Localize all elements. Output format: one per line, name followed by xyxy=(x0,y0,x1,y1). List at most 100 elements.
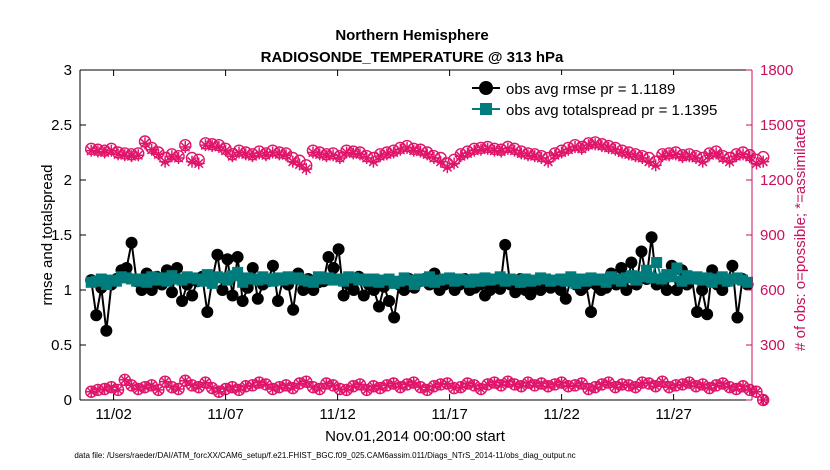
legend-rmse-label: obs avg rmse pr = 1.1189 xyxy=(506,81,675,98)
rmse-point xyxy=(100,324,113,337)
rmse-point xyxy=(251,292,264,305)
assimilated-obs-low-point xyxy=(555,376,568,389)
y-axis-label-right: # of obs: o=possible; *=assimilated xyxy=(792,119,809,351)
assimilated-obs-point xyxy=(199,139,212,152)
rmse-point xyxy=(645,231,658,244)
assimilated-obs-point xyxy=(233,146,246,159)
assimilated-obs-low-point xyxy=(293,377,306,390)
assimilated-obs-low-point xyxy=(663,381,676,394)
rmse-point xyxy=(534,284,547,296)
rmse-point xyxy=(372,300,385,313)
rmse-point xyxy=(271,295,284,307)
assimilated-obs-point xyxy=(757,155,770,168)
assimilated-obs-low-point xyxy=(253,376,266,389)
assimilated-obs-point xyxy=(380,148,393,161)
assimilated-obs-low-point xyxy=(575,377,588,390)
rmse-point xyxy=(287,303,300,316)
spread-point xyxy=(671,262,683,274)
rmse-point xyxy=(388,311,401,324)
assimilated-obs-point xyxy=(253,147,266,160)
spread-point xyxy=(651,257,663,268)
assimilated-obs-point xyxy=(293,158,306,171)
assimilated-obs-low-point xyxy=(649,380,662,393)
y-tick-label-left: 3 xyxy=(64,62,72,79)
rmse-point xyxy=(357,289,370,302)
rmse-point xyxy=(696,284,709,296)
y-tick-label-right: 1200 xyxy=(760,172,793,189)
rmse-point xyxy=(701,308,714,321)
footnote: data file: /Users/raeder/DAI/ATM_forcXX/… xyxy=(74,451,575,460)
rmse-point xyxy=(231,251,244,263)
assimilated-obs-point xyxy=(192,157,205,170)
rmse-point xyxy=(297,284,310,296)
spread-point xyxy=(196,275,208,287)
assimilated-obs-point xyxy=(306,146,319,159)
rmse-point xyxy=(383,295,396,307)
rmse-point xyxy=(398,284,411,296)
rmse-point xyxy=(337,289,350,302)
y-tick-label-right: 900 xyxy=(760,227,785,244)
assimilated-obs-low-point xyxy=(542,380,555,393)
assimilated-obs-low-point xyxy=(125,379,138,392)
y-tick-label-right: 0 xyxy=(760,392,768,409)
series-layer xyxy=(84,135,770,407)
assimilated-obs-low-point xyxy=(179,374,192,387)
rmse-point xyxy=(499,238,512,251)
assimilated-obs-point xyxy=(132,149,145,162)
x-tick-label: 11/27 xyxy=(655,406,691,423)
y-tick-label-left: 0 xyxy=(64,392,72,409)
assimilated-obs-low-point xyxy=(582,383,595,395)
assimilated-obs-low-point xyxy=(118,373,131,386)
spread-point xyxy=(742,276,754,288)
rmse-point xyxy=(691,306,704,318)
rmse-point xyxy=(246,262,259,274)
rmse-point xyxy=(670,284,683,296)
rmse-point xyxy=(625,256,638,269)
assimilated-obs-point xyxy=(495,145,508,158)
assimilated-obs-low-point xyxy=(508,378,521,391)
spread-point xyxy=(232,266,244,278)
rmse-point xyxy=(716,284,729,296)
rmse-point xyxy=(660,284,673,296)
rmse-point xyxy=(216,284,229,296)
assimilated-obs-low-point xyxy=(145,379,158,392)
assimilated-obs-low-point xyxy=(327,379,340,392)
assimilated-obs-low-point xyxy=(347,380,360,393)
assimilated-obs-low-point xyxy=(199,376,212,389)
assimilated-obs-point xyxy=(723,155,736,168)
y-axis-label-left: rmse and totalspread xyxy=(39,165,56,306)
y-tick-label-left: 2 xyxy=(64,172,72,189)
assimilated-obs-point xyxy=(138,137,151,150)
assimilated-obs-low-point xyxy=(474,383,487,395)
assimilated-obs-low-point xyxy=(192,381,205,394)
chart-subtitle: RADIOSONDE_TEMPERATURE @ 313 hPa xyxy=(261,49,564,66)
assimilated-obs-low-point xyxy=(85,385,98,398)
rmse-point xyxy=(332,243,345,256)
rmse-point xyxy=(226,289,239,302)
assimilated-obs-point xyxy=(145,143,158,156)
x-tick-label: 11/22 xyxy=(543,406,579,423)
assimilated-obs-point xyxy=(159,155,172,168)
assimilated-obs-low-point xyxy=(354,378,366,391)
y-tick-label-left: 1 xyxy=(64,282,72,299)
rmse-point xyxy=(176,295,189,307)
assimilated-obs-point xyxy=(300,163,313,175)
y-tick-label-right: 600 xyxy=(760,282,785,299)
assimilated-obs-low-point xyxy=(91,383,104,396)
y-tick-label-left: 2.5 xyxy=(51,117,72,134)
x-axis-label: Nov.01,2014 00:00:00 start xyxy=(325,428,506,445)
rmse-point xyxy=(635,245,648,258)
assimilated-obs-low-point xyxy=(300,375,313,388)
assimilated-obs-point xyxy=(710,147,723,160)
assimilated-obs-point xyxy=(367,155,380,168)
assimilated-obs-point xyxy=(172,152,185,164)
assimilated-obs-low-point xyxy=(159,375,172,388)
assimilated-obs-point xyxy=(716,152,729,164)
assimilated-obs-point xyxy=(179,141,192,153)
spread-point xyxy=(565,271,577,283)
spread-point xyxy=(641,264,653,276)
y-tick-label-right: 1500 xyxy=(760,117,793,134)
assimilated-obs-low-point xyxy=(320,377,333,390)
assimilated-obs-point xyxy=(333,152,346,164)
